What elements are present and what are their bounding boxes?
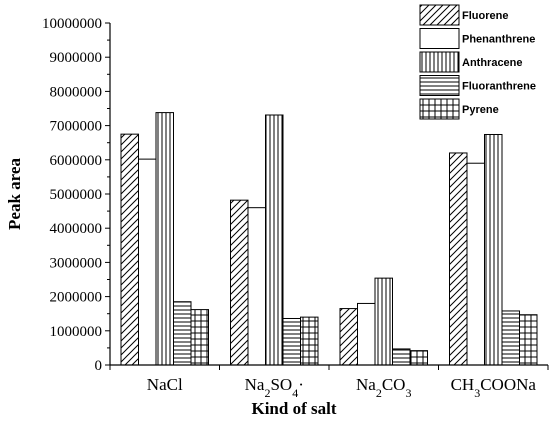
legend-swatch-phenanthrene (419, 28, 460, 49)
legend-swatch-fluoranthrene (419, 75, 460, 96)
y-tick-label: 1000000 (50, 324, 103, 340)
bar-phenanthrene-1 (247, 207, 266, 366)
bar-pyrene-3 (519, 314, 538, 366)
y-tick-label: 8000000 (50, 84, 103, 100)
bar-anthracene-3 (484, 133, 503, 366)
bar-fluorene-0 (120, 133, 139, 366)
legend-swatch-pyrene (419, 98, 460, 120)
bar-fluoranthrene-0 (173, 301, 192, 366)
y-tick-label: 0 (95, 358, 103, 374)
bar-fluoranthrene-2 (392, 348, 411, 366)
bar-fluorene-1 (230, 199, 249, 366)
y-tick-label: 6000000 (50, 153, 103, 169)
bar-fluorene-2 (339, 308, 358, 366)
bar-pyrene-1 (300, 316, 319, 366)
y-tick-label: 7000000 (50, 119, 103, 135)
bar-anthracene-1 (265, 114, 284, 366)
bar-phenanthrene-2 (357, 302, 376, 366)
bar-anthracene-2 (374, 277, 393, 366)
y-tick-label: 10000000 (42, 16, 102, 32)
bar-pyrene-0 (190, 309, 209, 366)
x-axis-title: Kind of salt (251, 399, 336, 418)
x-categories-group: NaCl Na2SO4· Na2CO3 CH3COONa (109, 365, 549, 400)
legend-label-phenanthrene: Phenanthrene (462, 34, 535, 46)
bars-group (120, 112, 538, 366)
bar-phenanthrene-0 (138, 158, 157, 366)
legend-swatch-anthracene (419, 51, 460, 73)
x-tick-label: CH3COONa (451, 375, 537, 400)
bar-phenanthrene-3 (466, 162, 485, 366)
legend-label-anthracene: Anthracene (462, 57, 523, 69)
legend: Fluorene Phenanthrene Anthracene Fluoranthr… (419, 4, 536, 120)
bar-fluoranthrene-1 (282, 317, 301, 366)
legend-label-pyrene: Pyrene (462, 104, 499, 116)
y-tick-label: 4000000 (50, 221, 103, 237)
bar-anthracene-0 (155, 112, 174, 366)
x-tick-label: Na2CO3 (356, 375, 411, 400)
x-tick-label: Na2SO4· (245, 375, 304, 400)
bar-fluoranthrene-3 (501, 310, 520, 366)
legend-label-fluoranthrene: Fluoranthrene (462, 81, 536, 93)
x-tick-label: NaCl (147, 375, 183, 394)
y-tick-label: 5000000 (50, 187, 103, 203)
y-axis-title: Peak area (5, 158, 24, 230)
bar-fluorene-3 (449, 152, 468, 366)
y-tick-label: 2000000 (50, 290, 103, 306)
bar-pyrene-2 (409, 350, 428, 366)
legend-label-fluorene: Fluorene (462, 10, 508, 22)
y-tick-label: 9000000 (50, 50, 103, 66)
legend-swatch-fluorene (419, 4, 460, 26)
y-ticks-group: 0 1000000 2000000 3000000 4000000 5000000 6000… (42, 16, 110, 374)
y-tick-label: 3000000 (50, 255, 103, 271)
